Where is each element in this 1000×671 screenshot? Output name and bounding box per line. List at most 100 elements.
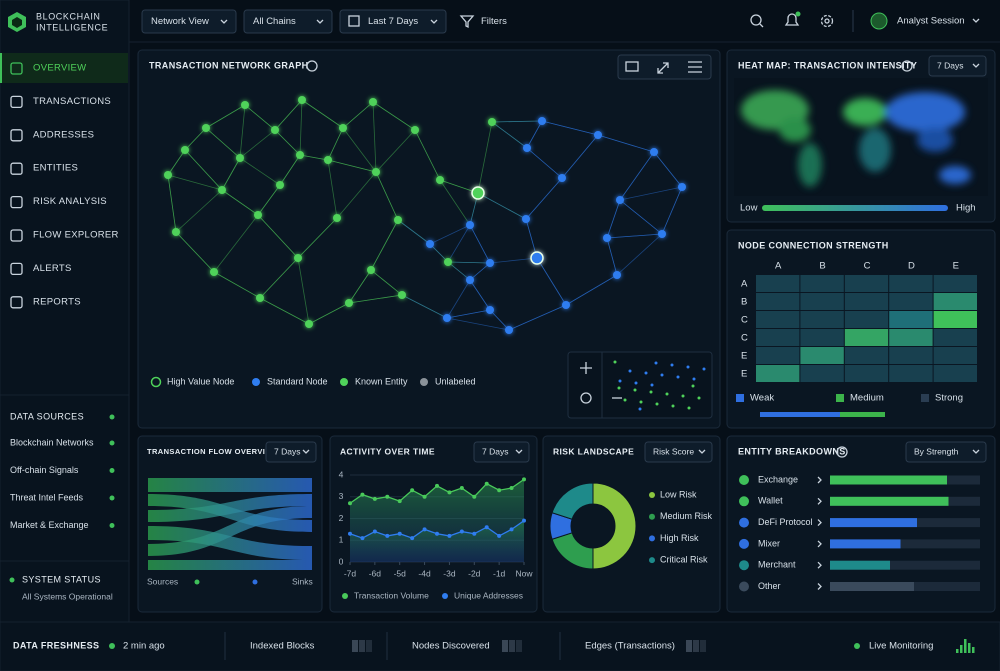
nav-item[interactable]: OVERVIEW	[33, 63, 86, 74]
dropdown[interactable]	[644, 441, 713, 463]
graph-node[interactable]	[324, 156, 332, 164]
dropdown-label[interactable]: By Strength	[914, 446, 959, 456]
toolbar-filter[interactable]	[339, 9, 447, 34]
dropdown[interactable]	[905, 441, 987, 463]
graph-node[interactable]	[256, 294, 264, 302]
toolbar-filter[interactable]	[243, 9, 333, 34]
network-panel	[137, 49, 721, 429]
tool-icon[interactable]	[625, 61, 639, 72]
toolbar-filter-label[interactable]: Network View	[151, 16, 209, 27]
dropdown-label[interactable]: 7 Days	[937, 60, 963, 70]
recenter[interactable]	[580, 392, 592, 404]
graph-node[interactable]	[210, 268, 218, 276]
nav-item[interactable]: ENTITIES	[33, 163, 78, 174]
graph-node[interactable]	[398, 291, 406, 299]
search-icon[interactable]	[750, 14, 762, 26]
nav-item[interactable]: FLOW EXPLORER	[33, 230, 119, 241]
graph-node[interactable]	[594, 131, 602, 139]
toolbar-filter-label[interactable]: Last 7 Days	[368, 16, 418, 27]
graph-node[interactable]	[444, 258, 452, 266]
info-icon[interactable]	[306, 60, 318, 72]
graph-node[interactable]	[276, 181, 284, 189]
entity-name[interactable]: Exchange	[758, 474, 798, 484]
graph-node[interactable]	[298, 96, 306, 104]
source-item[interactable]: Market & Exchange	[10, 520, 89, 530]
info-icon[interactable]	[901, 60, 913, 72]
graph-node[interactable]	[333, 214, 341, 222]
graph-node[interactable]	[603, 234, 611, 242]
graph-node[interactable]	[218, 186, 226, 194]
zoom-in[interactable]	[580, 362, 592, 374]
graph-node[interactable]	[558, 174, 566, 182]
graph-node[interactable]	[367, 266, 375, 274]
graph-node[interactable]	[339, 124, 347, 132]
graph-node[interactable]	[471, 186, 485, 200]
graph-node[interactable]	[443, 314, 451, 322]
entity-name[interactable]: Other	[758, 581, 781, 591]
graph-node[interactable]	[345, 299, 353, 307]
graph-node[interactable]	[523, 144, 531, 152]
graph-node[interactable]	[538, 117, 546, 125]
graph-node[interactable]	[650, 148, 658, 156]
graph-node[interactable]	[296, 151, 304, 159]
graph-node[interactable]	[305, 320, 313, 328]
nav-item[interactable]: RISK ANALYSIS	[33, 196, 107, 207]
dropdown-label[interactable]: 7 Days	[274, 446, 300, 456]
graph-node[interactable]	[254, 211, 262, 219]
graph-node[interactable]	[172, 228, 180, 236]
nav-item[interactable]: REPORTS	[33, 296, 81, 307]
bell-icon[interactable]	[784, 13, 800, 26]
entity-name[interactable]: DeFi Protocol	[758, 517, 813, 527]
source-item[interactable]: Blockchain Networks	[10, 437, 94, 447]
graph-node[interactable]	[562, 301, 570, 309]
graph-node[interactable]	[616, 196, 624, 204]
tool-icon[interactable]	[688, 61, 702, 73]
dropdown[interactable]	[265, 441, 317, 463]
user-name[interactable]: Analyst Session	[897, 16, 965, 27]
avatar[interactable]	[870, 12, 888, 30]
graph-node[interactable]	[488, 118, 496, 126]
graph-node[interactable]	[369, 98, 377, 106]
graph-node[interactable]	[658, 230, 666, 238]
graph-node[interactable]	[466, 221, 474, 229]
graph-node[interactable]	[522, 215, 530, 223]
graph-node[interactable]	[394, 216, 402, 224]
dropdown-label[interactable]: 7 Days	[482, 446, 508, 456]
graph-node[interactable]	[613, 271, 621, 279]
filter-icon[interactable]	[459, 15, 475, 29]
graph-node[interactable]	[294, 254, 302, 262]
graph-node[interactable]	[181, 146, 189, 154]
dropdown[interactable]	[928, 55, 987, 77]
graph-node[interactable]	[530, 251, 544, 265]
nav-item[interactable]: TRANSACTIONS	[33, 96, 111, 107]
tool-icon[interactable]	[657, 62, 669, 74]
filter-button[interactable]: Filters	[481, 16, 507, 27]
graph-node[interactable]	[436, 176, 444, 184]
entity-name[interactable]: Mixer	[758, 538, 780, 548]
graph-node[interactable]	[486, 259, 494, 267]
graph-node[interactable]	[426, 240, 434, 248]
graph-node[interactable]	[678, 183, 686, 191]
graph-node[interactable]	[411, 126, 419, 134]
source-item[interactable]: Off-chain Signals	[10, 465, 79, 475]
toolbar-filter-label[interactable]: All Chains	[253, 16, 296, 27]
graph-node[interactable]	[164, 171, 172, 179]
source-item[interactable]: Threat Intel Feeds	[10, 492, 84, 502]
graph-node[interactable]	[271, 126, 279, 134]
entity-name[interactable]: Wallet	[758, 496, 783, 506]
info-icon[interactable]	[836, 446, 848, 458]
settings-icon[interactable]	[820, 14, 834, 28]
graph-node[interactable]	[241, 101, 249, 109]
graph-node[interactable]	[236, 154, 244, 162]
toolbar-filter[interactable]	[141, 9, 237, 34]
dropdown-label[interactable]: Risk Score	[653, 446, 694, 456]
graph-node[interactable]	[202, 124, 210, 132]
entity-name[interactable]: Merchant	[758, 560, 796, 570]
nav-item[interactable]: ALERTS	[33, 263, 72, 274]
nav-item[interactable]: ADDRESSES	[33, 129, 94, 140]
dropdown[interactable]	[473, 441, 530, 463]
graph-node[interactable]	[486, 306, 494, 314]
graph-node[interactable]	[466, 276, 474, 284]
graph-node[interactable]	[372, 168, 380, 176]
graph-node[interactable]	[505, 326, 513, 334]
